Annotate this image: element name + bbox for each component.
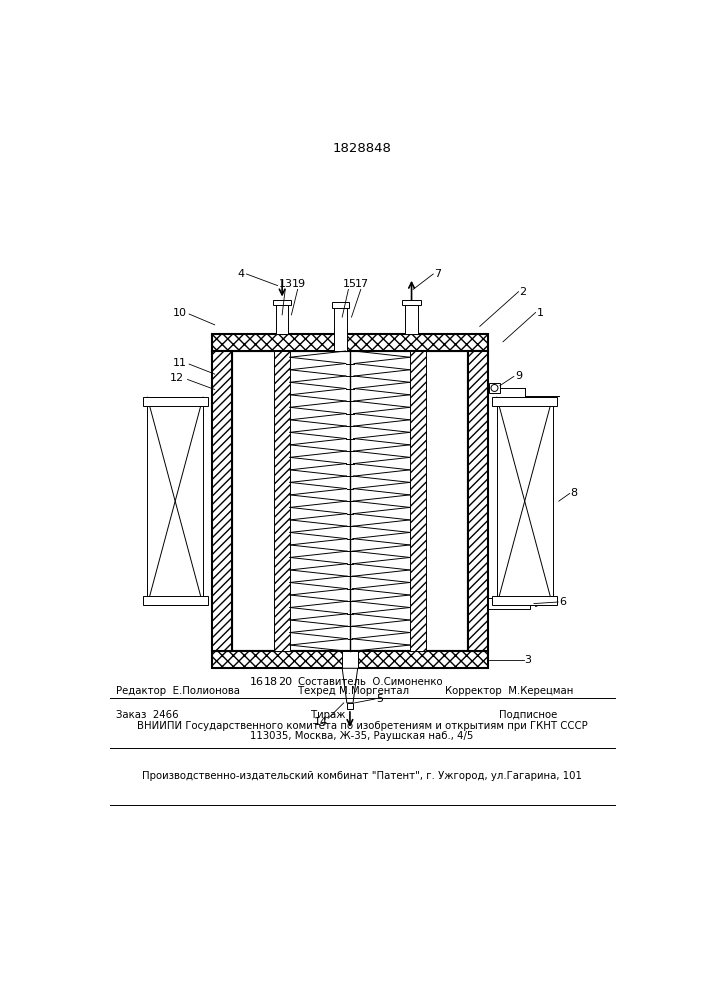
Bar xyxy=(143,596,208,605)
Text: 18: 18 xyxy=(264,677,279,687)
Bar xyxy=(468,351,488,651)
Text: 1: 1 xyxy=(537,308,544,318)
Text: Заказ  2466: Заказ 2466 xyxy=(115,710,178,720)
Bar xyxy=(232,351,468,651)
Bar xyxy=(347,703,353,709)
Text: 15: 15 xyxy=(343,279,357,289)
Bar xyxy=(334,305,347,351)
Text: 19: 19 xyxy=(292,279,306,289)
Text: ВНИИПИ Государственного комитета по изобретениям и открытиям при ГКНТ СССР: ВНИИПИ Государственного комитета по изоб… xyxy=(136,721,588,731)
Text: 9: 9 xyxy=(515,371,522,381)
Bar xyxy=(489,383,500,393)
Text: Производственно-издательский комбинат "Патент", г. Ужгород, ул.Гагарина, 101: Производственно-издательский комбинат "П… xyxy=(142,771,582,781)
Text: 7: 7 xyxy=(434,269,441,279)
Text: Подписное: Подписное xyxy=(499,710,557,720)
Text: 20: 20 xyxy=(278,677,292,687)
Text: 13: 13 xyxy=(279,279,293,289)
Bar xyxy=(276,305,288,334)
Bar xyxy=(143,397,208,406)
Text: 16: 16 xyxy=(250,677,264,687)
Bar xyxy=(492,397,557,406)
Text: 14: 14 xyxy=(313,717,327,727)
Text: 113035, Москва, Ж-35, Раушская наб., 4/5: 113035, Москва, Ж-35, Раушская наб., 4/5 xyxy=(250,731,474,741)
Bar xyxy=(488,598,530,609)
Text: 5: 5 xyxy=(376,694,383,704)
Bar xyxy=(405,305,418,334)
Text: 3: 3 xyxy=(525,655,531,665)
Text: 8: 8 xyxy=(571,488,578,498)
Text: 17: 17 xyxy=(354,279,368,289)
Text: 1828848: 1828848 xyxy=(332,142,392,155)
Bar xyxy=(147,397,203,605)
Text: 6: 6 xyxy=(559,597,566,607)
Bar xyxy=(212,334,488,351)
Polygon shape xyxy=(342,668,358,703)
Bar xyxy=(273,300,291,305)
Bar xyxy=(212,351,232,651)
Text: 11: 11 xyxy=(173,358,187,368)
Text: Редактор  Е.Полионова: Редактор Е.Полионова xyxy=(115,686,240,696)
Bar xyxy=(402,300,421,305)
Bar xyxy=(332,302,349,308)
Text: 2: 2 xyxy=(519,287,526,297)
Text: Тираж: Тираж xyxy=(311,710,346,720)
Text: 10: 10 xyxy=(173,308,187,318)
Bar xyxy=(274,351,290,651)
Bar xyxy=(492,596,557,605)
Bar xyxy=(212,651,488,668)
Circle shape xyxy=(491,384,498,391)
Text: 4: 4 xyxy=(238,269,245,279)
Text: Корректор  М.Керецман: Корректор М.Керецман xyxy=(445,686,573,696)
Text: Техред М.Моргентал: Техред М.Моргентал xyxy=(298,686,409,696)
Bar xyxy=(342,651,358,668)
Text: 12: 12 xyxy=(170,373,184,383)
Text: Составитель  О.Симоненко: Составитель О.Симоненко xyxy=(298,677,443,687)
Bar xyxy=(497,397,553,605)
Bar xyxy=(410,351,426,651)
